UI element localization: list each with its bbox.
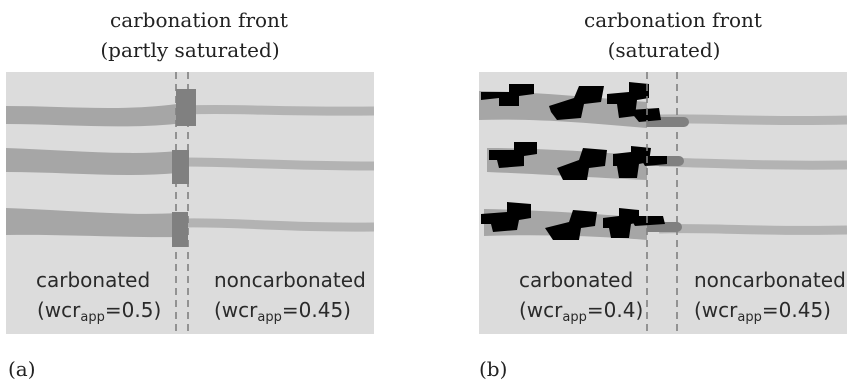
panel-a: carbonated (wcrapp=0.5) noncarbonated (w… <box>6 72 374 334</box>
pore-narrow-3 <box>658 224 847 235</box>
panel-a-carbonated-wcr: (wcrapp=0.5) <box>37 298 162 325</box>
panel-b-carbonated-label: carbonated <box>519 268 634 292</box>
front-band-2 <box>172 150 189 184</box>
panel-b-noncarbonated-label: noncarbonated <box>694 268 846 292</box>
pore-wide-2 <box>6 148 178 175</box>
wcr-value: =0.45) <box>761 298 831 322</box>
panel-a-caption: (a) <box>8 357 36 381</box>
pore-narrow-2 <box>658 157 847 170</box>
pore-narrow-1 <box>185 104 374 116</box>
wcr-subscript: app <box>257 310 282 325</box>
pore-wide-3 <box>6 208 178 238</box>
panel-a-noncarbonated-wcr: (wcrapp=0.45) <box>214 298 351 325</box>
wcr-value: =0.5) <box>104 298 162 322</box>
wcr-value: =0.45) <box>281 298 351 322</box>
wcr-subscript: app <box>80 310 105 325</box>
pore-wide-1 <box>6 103 184 127</box>
panel-b-title-line2: (saturated) <box>607 38 721 62</box>
panel-b-graphic <box>479 72 847 334</box>
wcr-value: =0.4) <box>586 298 644 322</box>
panel-b-caption: (b) <box>479 357 508 381</box>
panel-b-carbonated-wcr: (wcrapp=0.4) <box>519 298 644 325</box>
front-band-1 <box>176 89 196 126</box>
pore-wide-2 <box>487 148 647 180</box>
panel-b-title-line1: carbonation front <box>584 8 762 32</box>
wcr-prefix: (wcr <box>214 298 258 322</box>
wcr-subscript: app <box>737 310 762 325</box>
panel-b-noncarbonated-wcr: (wcrapp=0.45) <box>694 298 831 325</box>
panel-a-carbonated-label: carbonated <box>36 268 151 292</box>
panel-a-noncarbonated-label: noncarbonated <box>214 268 366 292</box>
panel-b: carbonated (wcrapp=0.4) noncarbonated (w… <box>479 72 847 334</box>
panel-a-title-line2: (partly saturated) <box>100 38 280 62</box>
pore-narrow-3 <box>183 218 374 232</box>
wcr-prefix: (wcr <box>694 298 738 322</box>
panel-a-graphic <box>6 72 374 334</box>
wcr-prefix: (wcr <box>37 298 81 322</box>
front-band-3 <box>172 212 188 247</box>
pore-narrow-2 <box>183 157 374 171</box>
panel-a-title-line1: carbonation front <box>110 8 288 32</box>
carbonate-deposits <box>481 82 667 240</box>
wcr-prefix: (wcr <box>519 298 563 322</box>
wcr-subscript: app <box>562 310 587 325</box>
